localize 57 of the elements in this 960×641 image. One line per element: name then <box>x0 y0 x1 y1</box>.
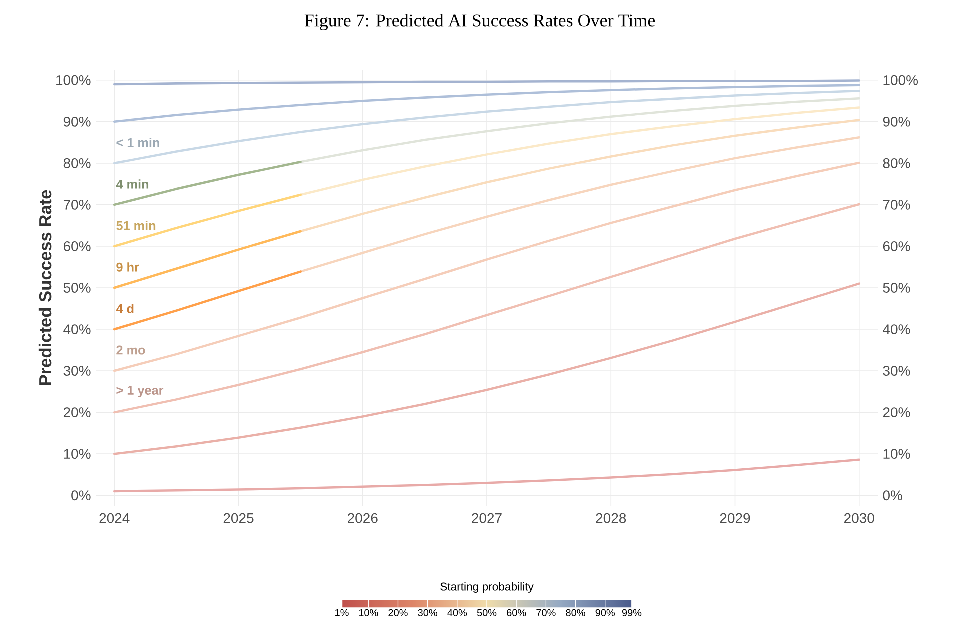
y-tick-label: 20% <box>64 408 91 418</box>
color-bar-label: 90% <box>596 609 616 616</box>
color-bar-label: 1% <box>336 609 349 616</box>
y-tick-label: 60% <box>64 242 91 252</box>
color-bar-label: 40% <box>448 609 468 616</box>
y2-tick-label: 50% <box>883 283 910 293</box>
x-tick-label: 2027 <box>472 513 502 524</box>
y-tick-label: 10% <box>64 449 91 460</box>
color-bar-label: 50% <box>477 609 497 616</box>
y-tick-label: 80% <box>64 158 91 168</box>
color-bar-label: 10% <box>359 609 378 616</box>
x-tick-label: 2025 <box>224 513 254 524</box>
y-tick-label: 50% <box>64 283 91 293</box>
y2-tick-label: 30% <box>883 366 910 376</box>
annotation: > 1 year <box>116 386 164 398</box>
x-tick-label: 2026 <box>348 513 378 524</box>
y-tick-label: 100% <box>56 75 91 86</box>
line-series <box>113 230 302 290</box>
y2-tick-label: 40% <box>883 324 910 334</box>
y2-tick-label: 70% <box>883 200 910 210</box>
y-tick-label: 90% <box>64 116 91 127</box>
color-bar-title: Starting probability <box>440 582 534 594</box>
y2-tick-label: 10% <box>884 449 910 460</box>
color-bar-label: 99% <box>622 609 642 616</box>
line-series <box>113 161 302 206</box>
y-tick-label: 40% <box>64 324 91 334</box>
line-series <box>113 194 302 248</box>
annotation: 4 min <box>116 180 149 189</box>
color-bar-label: 70% <box>536 609 556 616</box>
y-tick-label: 70% <box>64 200 91 210</box>
x-tick-label: 2024 <box>100 513 130 524</box>
y2-tick-label: 100% <box>884 75 918 86</box>
line-series <box>113 90 861 165</box>
line-series <box>113 84 861 124</box>
annotation: 2 mo <box>116 346 146 355</box>
color-bar-label: 30% <box>418 609 438 616</box>
y-tick-label: 0% <box>72 490 91 501</box>
annotation: 4 d <box>116 304 134 314</box>
y2-tick-label: 20% <box>883 408 910 418</box>
x-tick-label: 2028 <box>596 513 626 524</box>
annotation: 51 min <box>116 221 156 230</box>
x-tick-label: 2030 <box>844 513 874 524</box>
annotation: < 1 min <box>116 138 160 148</box>
color-bar-label: 60% <box>507 609 526 616</box>
annotation: 9 hr <box>116 262 140 272</box>
line-series <box>113 162 861 372</box>
y2-tick-label: 0% <box>883 490 902 501</box>
line-series <box>113 458 861 493</box>
chart-title: Figure 7: Predicted AI Success Rates Over Time <box>304 14 656 31</box>
x-tick-label: 2029 <box>720 513 750 524</box>
y2-tick-label: 80% <box>883 158 910 168</box>
y2-tick-label: 90% <box>883 116 910 127</box>
y-axis-title: Predicted Success Rate <box>38 190 52 386</box>
color-bar-label: 20% <box>388 609 408 616</box>
color-bar-label: 80% <box>566 609 586 616</box>
y-tick-label: 30% <box>64 366 91 376</box>
y2-tick-label: 60% <box>883 242 910 252</box>
